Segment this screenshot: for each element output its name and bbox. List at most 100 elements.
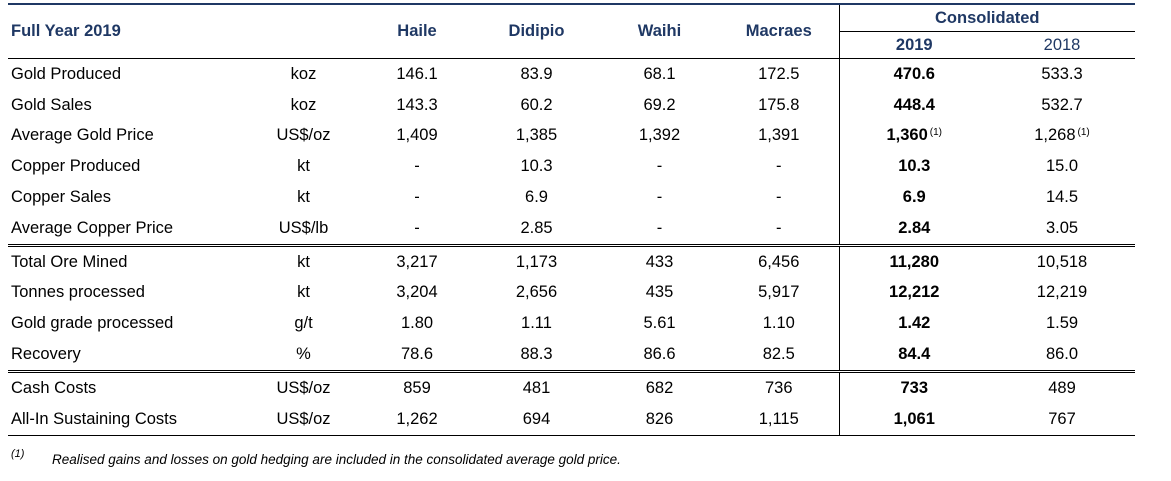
cell-value: 10.3 [520, 157, 553, 176]
cell-didipio: 60.2 [473, 90, 600, 121]
cell-value: 433 [645, 252, 674, 271]
cell-waihi: 5.61 [600, 308, 719, 339]
cell-value: 82.5 [762, 345, 795, 364]
table-row: Tonnes processed kt 3,204 2,656 435 5,917 12,2… [8, 277, 1135, 309]
cell-value: 175.8 [758, 95, 800, 114]
cell-value: 435 [645, 283, 674, 302]
cell-c2018: 14.5 [989, 182, 1135, 213]
cell-value: 694 [522, 409, 551, 428]
cell-value: 489 [1048, 378, 1076, 397]
cell-label: Tonnes processed [8, 278, 246, 309]
cell-value: 532.7 [1041, 95, 1083, 114]
cell-label: Average Copper Price [8, 213, 246, 245]
cell-macraes: 172.5 [719, 57, 839, 90]
cell-value: 1,061 [893, 409, 935, 428]
cell-value: 1.42 [898, 314, 931, 333]
cell-value: 10,518 [1036, 252, 1088, 271]
cell-value: - [414, 157, 420, 176]
cell-value: 470.6 [893, 64, 935, 83]
column-header-macraes: Macraes [745, 22, 812, 40]
cell-unit: kt [246, 182, 361, 213]
cell-value: 88.3 [520, 345, 553, 364]
cell-value: 1,409 [396, 126, 438, 145]
cell-value: 2,656 [515, 283, 558, 302]
column-header-haile: Haile [397, 22, 437, 40]
cell-c2018: 3.05 [989, 213, 1135, 245]
cell-c2019: 2.84 [838, 212, 989, 246]
table-row: Gold grade processed g/t 1.80 1.11 5.61 1.10 1… [8, 308, 1135, 340]
cell-value: kt [297, 157, 310, 176]
cell-waihi: 682 [600, 369, 719, 404]
column-header-waihi: Waihi [637, 22, 682, 40]
cell-didipio: 1.11 [473, 308, 600, 339]
cell-value: 733 [900, 378, 929, 397]
cell-waihi: 826 [600, 403, 719, 436]
cell-value: koz [290, 95, 317, 114]
cell-c2019: 1,061 [838, 403, 989, 436]
cell-value: 68.1 [643, 64, 676, 83]
cell-haile: 1,409 [361, 121, 473, 152]
cell-c2018: 1,268 (1) [989, 121, 1135, 152]
cell-value: 1,392 [638, 126, 681, 145]
cell-value: 143.3 [396, 95, 438, 114]
cell-waihi: 435 [600, 278, 719, 309]
cell-value: 859 [403, 378, 431, 397]
table-row: Recovery% 78.6 88.3 86.6 82.5 84.4 86.0 [8, 339, 1135, 372]
cell-c2019: 10.3 [838, 151, 989, 183]
cell-value: 78.6 [400, 345, 434, 364]
table-row: Gold Produced koz 146.1 83.9 68.1 172.5 470.6 5… [8, 57, 1136, 90]
cell-didipio: 2.85 [473, 213, 600, 245]
table-row: Copper Sales kt - 6.9 - - 6.9 14.5 [8, 182, 1135, 213]
cell-value: 11,280 [889, 252, 940, 271]
cell-macraes: 1.10 [719, 308, 839, 339]
table-row: Average Copper Price US$/lb - 2.85 - - 2.84 3.0… [8, 212, 1135, 246]
cell-value: 12,212 [889, 283, 940, 302]
cell-macraes: - [719, 151, 839, 182]
cell-value: US$/oz [276, 126, 331, 145]
cell-value: 1,385 [515, 126, 558, 145]
footnote-ref: (1) [1077, 127, 1090, 139]
cell-value: 10.3 [898, 157, 931, 176]
cell-c2018: 489 [989, 369, 1136, 404]
column-header-didipio: Didipio [508, 22, 565, 40]
year-2018-header: 2018 [1043, 35, 1081, 54]
cell-value: - [656, 218, 663, 237]
cell-value: 1,268 [1034, 126, 1076, 145]
cell-c2019: 1.42 [838, 308, 989, 340]
footnote: (1) Realised gains and losses on gold he… [11, 448, 621, 467]
cell-label: Copper Produced [8, 151, 246, 182]
cell-value: 767 [1048, 409, 1076, 428]
cell-value: Tonnes processed [11, 283, 145, 302]
cell-value: 1.59 [1045, 314, 1079, 333]
cell-label: All-In Sustaining Costs [8, 403, 246, 436]
cell-c2018: 15.0 [989, 151, 1135, 182]
cell-label: Average Gold Price [8, 121, 246, 152]
table-row: Total Ore Mined kt 3,217 1,173 433 6,456 11,28… [8, 243, 1136, 278]
cell-value: US$/oz [276, 409, 331, 428]
cell-value: 1,115 [758, 409, 799, 428]
cell-didipio: 83.9 [473, 57, 600, 90]
cell-value: 1.10 [762, 314, 795, 333]
cell-didipio: 1,173 [473, 243, 600, 278]
cell-c2018: 533.3 [989, 57, 1136, 90]
cell-value: US$/lb [278, 218, 329, 237]
cell-value: - [776, 218, 782, 237]
cell-c2018: 10,518 [989, 243, 1136, 278]
cell-value: 1.11 [521, 314, 552, 333]
cell-macraes: 1,115 [719, 403, 839, 436]
cell-value: Gold grade processed [11, 314, 174, 333]
cell-macraes: 82.5 [719, 339, 839, 371]
cell-value: 2.84 [898, 218, 931, 237]
cell-value: Total Ore Mined [11, 252, 128, 271]
cell-c2019: 11,280 [838, 243, 989, 278]
cell-unit: koz [246, 90, 361, 121]
table-body: Gold Produced koz 146.1 83.9 68.1 172.5 470.6 5… [8, 57, 1136, 436]
cell-haile: 143.3 [361, 90, 473, 121]
cell-c2019: 6.9 [838, 182, 989, 213]
cell-waihi: 86.6 [600, 339, 719, 371]
cell-value: 826 [645, 409, 674, 428]
cell-value: 146.1 [396, 64, 438, 83]
cell-c2018: 86.0 [989, 339, 1135, 371]
cell-value: 6,456 [758, 252, 800, 271]
cell-haile: 146.1 [361, 57, 473, 90]
